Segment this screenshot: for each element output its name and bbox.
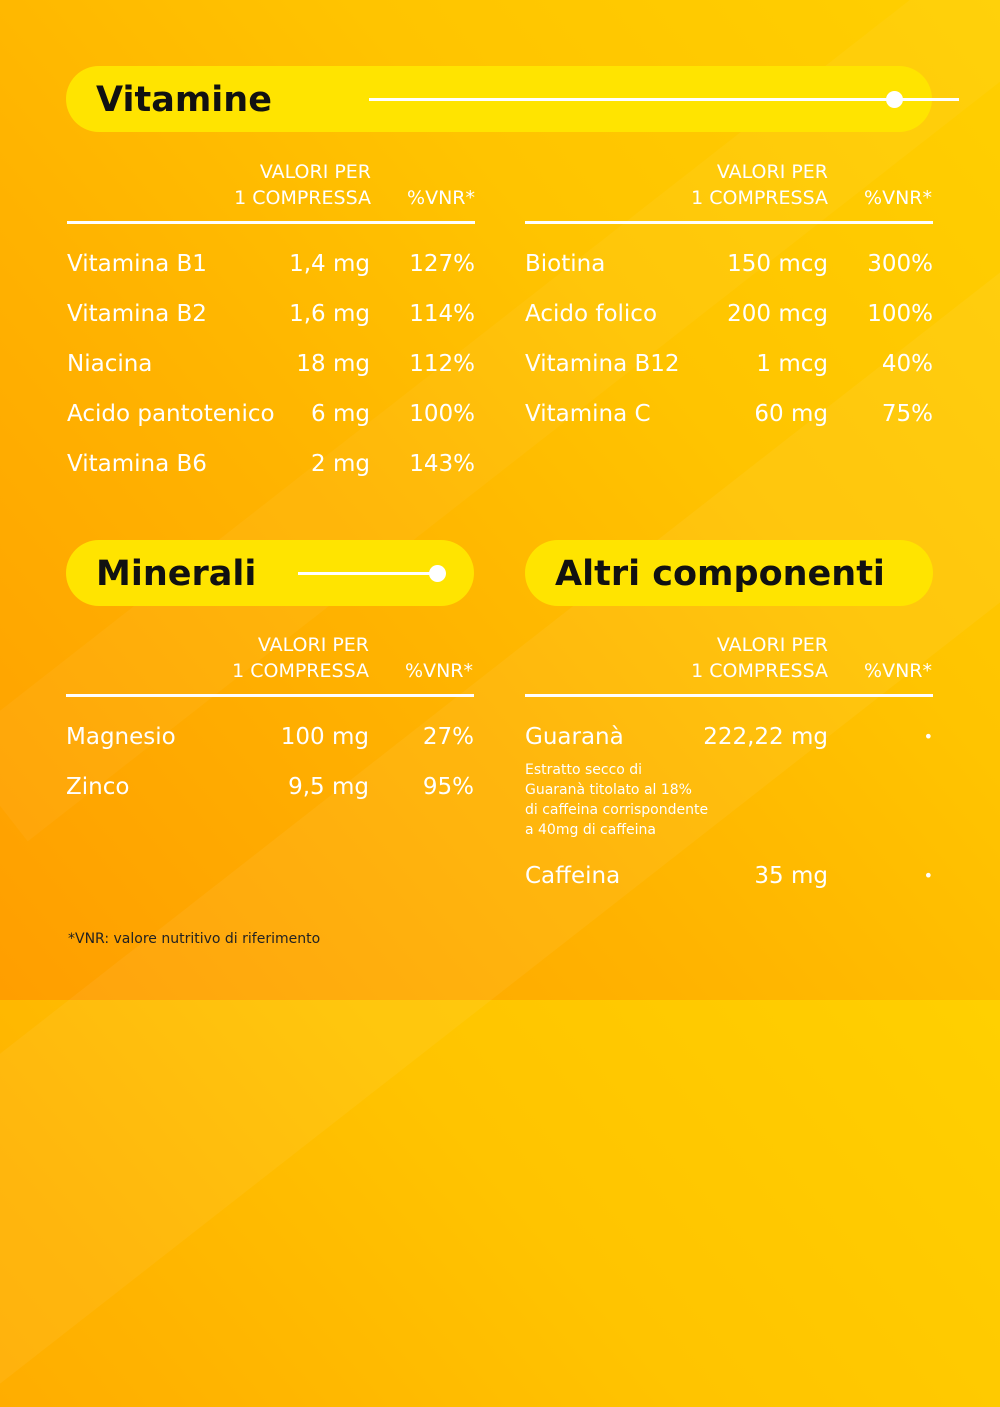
minerali-header: Minerali	[66, 540, 474, 606]
nutrient-vnr: 75%	[881, 401, 933, 427]
nutrient-vnr: 100%	[867, 301, 933, 327]
col-header-line2: 1 COMPRESSA	[232, 660, 369, 682]
header-dot-icon	[886, 91, 903, 108]
col-header-line1: VALORI PER	[259, 161, 371, 183]
table-row: Vitamina B1 1,4 mg 127%	[67, 249, 475, 279]
nutrient-value: 18 mg	[296, 351, 370, 377]
col-header-values: VALORI PER 1 COMPRESSA	[234, 159, 371, 211]
nutrient-value: 6 mg	[311, 401, 370, 427]
nutrient-vnr: 95%	[422, 774, 474, 800]
footnote: *VNR: valore nutritivo di riferimento	[68, 931, 321, 947]
nutrient-vnr: 40%	[881, 351, 933, 377]
table-rule	[67, 221, 475, 224]
nutrient-name: Vitamina B6	[67, 451, 207, 477]
col-header-values: VALORI PER 1 COMPRESSA	[232, 632, 369, 684]
nutrient-name: Niacina	[67, 351, 153, 377]
table-row: Guaranà 222,22 mg •	[525, 722, 933, 752]
nutrient-name: Magnesio	[66, 724, 176, 750]
nutrient-value: 35 mg	[754, 863, 828, 889]
nutrient-vnr: •	[923, 727, 933, 746]
table-row: Acido folico 200 mcg 100%	[525, 299, 933, 329]
col-header-line2: 1 COMPRESSA	[691, 187, 828, 209]
table-row: Magnesio 100 mg 27%	[66, 722, 474, 752]
table-row: Acido pantotenico 6 mg 100%	[67, 399, 475, 429]
nutrient-name: Acido pantotenico	[67, 401, 275, 427]
nutrient-vnr: 143%	[409, 451, 475, 477]
nutrient-name: Vitamina C	[525, 401, 651, 427]
header-dot-icon	[429, 565, 446, 582]
nutrient-vnr: 300%	[867, 251, 933, 277]
nutrient-vnr: 100%	[409, 401, 475, 427]
col-header-line1: VALORI PER	[716, 634, 828, 656]
vitamine-title: Vitamine	[96, 80, 272, 120]
nutrient-vnr: 114%	[409, 301, 475, 327]
nutrient-name: Acido folico	[525, 301, 658, 327]
guarana-note-line: a 40mg di caffeina	[525, 822, 656, 838]
nutrient-value: 1,6 mg	[289, 301, 370, 327]
nutrient-value: 200 mcg	[727, 301, 828, 327]
table-rule	[525, 694, 933, 697]
table-row: Zinco 9,5 mg 95%	[66, 772, 474, 802]
table-rule	[66, 694, 474, 697]
table-row: Vitamina B2 1,6 mg 114%	[67, 299, 475, 329]
vitamine-header: Vitamine	[66, 66, 959, 132]
nutrient-name: Biotina	[525, 251, 606, 277]
col-header-line2: 1 COMPRESSA	[234, 187, 371, 209]
guarana-note-line: Guaranà titolato al 18%	[525, 782, 692, 798]
col-header-values: VALORI PER 1 COMPRESSA	[691, 632, 828, 684]
nutrient-vnr: 112%	[409, 351, 475, 377]
altri-header: Altri componenti	[525, 540, 933, 606]
table-row: Caffeina 35 mg •	[525, 861, 933, 891]
guarana-note-line: Estratto secco di	[525, 762, 643, 778]
col-header-values: VALORI PER 1 COMPRESSA	[691, 159, 828, 211]
nutrient-name: Vitamina B12	[525, 351, 680, 377]
nutrient-value: 60 mg	[754, 401, 828, 427]
minerali-title: Minerali	[96, 554, 257, 594]
header-line	[369, 98, 959, 101]
table-rule	[525, 221, 933, 224]
table-row: Niacina 18 mg 112%	[67, 349, 475, 379]
table-row: Vitamina B6 2 mg 143%	[67, 449, 475, 479]
altri-title: Altri componenti	[555, 554, 885, 594]
nutrient-value: 100 mg	[280, 724, 369, 750]
table-row: Vitamina C 60 mg 75%	[525, 399, 933, 429]
col-header-vnr: %VNR*	[864, 660, 932, 682]
col-header-vnr: %VNR*	[407, 187, 475, 209]
guarana-note: Estratto secco di Guaranà titolato al 18…	[525, 760, 708, 840]
col-header-line1: VALORI PER	[716, 161, 828, 183]
nutrient-name: Guaranà	[525, 724, 624, 750]
nutrient-name: Vitamina B1	[67, 251, 207, 277]
nutrient-vnr: 127%	[409, 251, 475, 277]
table-row: Biotina 150 mcg 300%	[525, 249, 933, 279]
col-header-line1: VALORI PER	[257, 634, 369, 656]
nutrient-value: 1,4 mg	[289, 251, 370, 277]
nutrient-name: Zinco	[66, 774, 130, 800]
nutrient-value: 2 mg	[311, 451, 370, 477]
guarana-note-line: di caffeina corrispondente	[525, 802, 709, 818]
col-header-vnr: %VNR*	[405, 660, 473, 682]
nutrient-value: 1 mcg	[756, 351, 828, 377]
col-header-vnr: %VNR*	[864, 187, 932, 209]
nutrient-name: Caffeina	[525, 863, 621, 889]
nutrient-name: Vitamina B2	[67, 301, 207, 327]
nutrient-value: 222,22 mg	[703, 724, 828, 750]
nutrient-vnr: 27%	[422, 724, 474, 750]
table-row: Vitamina B12 1 mcg 40%	[525, 349, 933, 379]
header-line	[298, 572, 436, 575]
nutrient-value: 9,5 mg	[288, 774, 369, 800]
nutrient-value: 150 mcg	[727, 251, 828, 277]
nutrient-vnr: •	[923, 866, 933, 885]
col-header-line2: 1 COMPRESSA	[691, 660, 828, 682]
